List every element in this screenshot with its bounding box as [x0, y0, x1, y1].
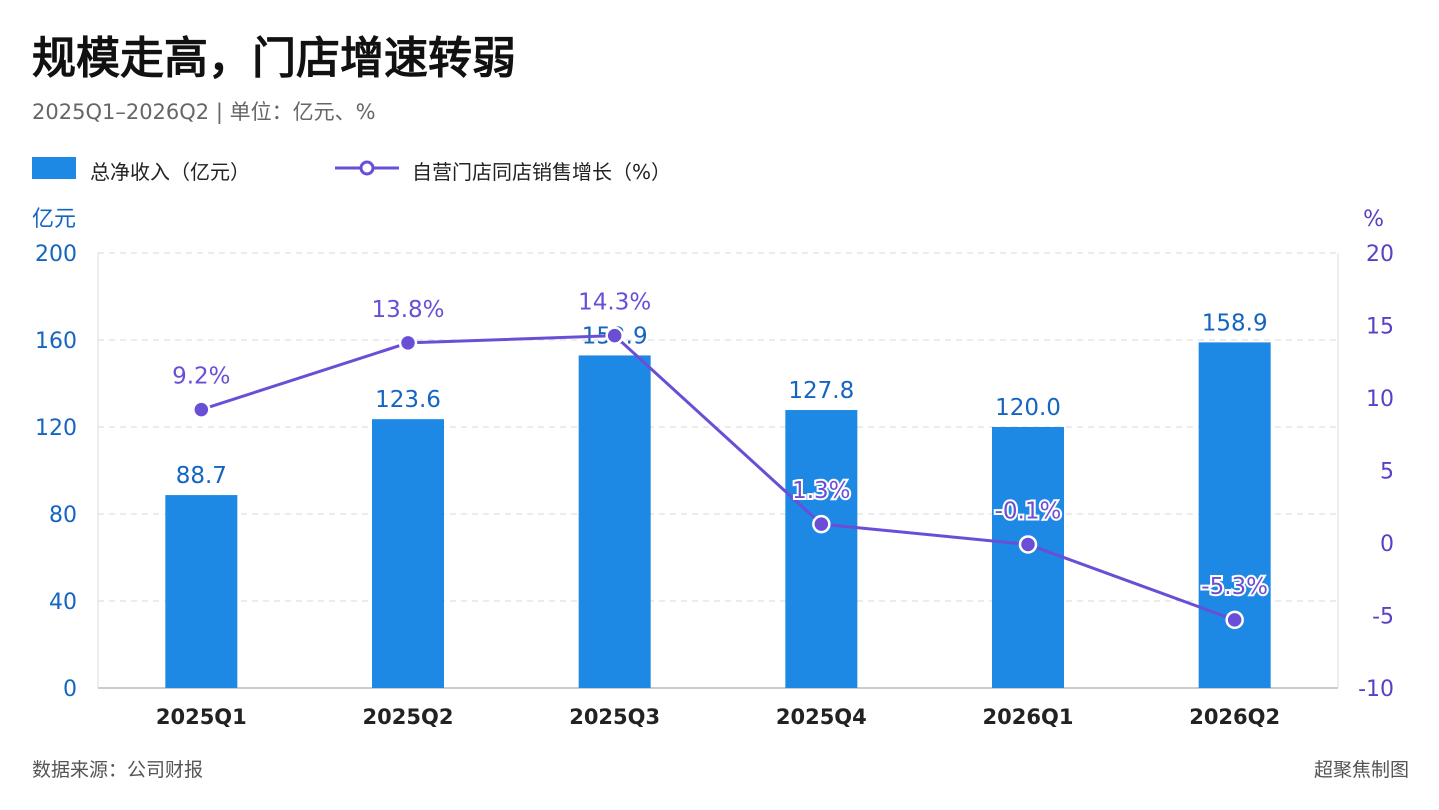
left-axis-tick: 0	[63, 677, 77, 702]
x-axis-tick: 2025Q3	[569, 705, 660, 729]
right-axis-tick: 10	[1366, 387, 1394, 412]
subtitle: 2025Q1–2026Q2 | 单位：亿元、%	[32, 100, 376, 124]
bar	[992, 427, 1064, 688]
x-axis-tick: 2026Q1	[983, 705, 1074, 729]
bar	[372, 419, 444, 688]
line-point	[1018, 535, 1038, 554]
page-title: 规模走高，门店增速转弱	[32, 33, 516, 84]
legend-bar-label: 总净收入（亿元）	[90, 160, 250, 184]
bar	[785, 410, 858, 688]
bar	[578, 355, 651, 688]
right-axis-tick: 0	[1380, 532, 1394, 557]
legend-bar-swatch	[32, 157, 76, 179]
data-source: 数据来源：公司财报	[32, 759, 204, 781]
bar	[165, 495, 238, 688]
chart-credit: 超聚焦制图	[1313, 759, 1409, 781]
left-axis-tick: 80	[49, 503, 77, 528]
bar-value-label: 88.7	[176, 463, 227, 489]
line-value-label: 1.3%	[792, 478, 850, 504]
right-axis-tick: -5	[1372, 605, 1394, 630]
line-point	[605, 326, 624, 345]
line-point	[192, 400, 211, 419]
line-value-label: -5.3%	[1201, 574, 1268, 600]
bar-value-label: 127.8	[788, 378, 854, 404]
bar	[1198, 342, 1271, 688]
bar-value-label: 158.9	[1202, 310, 1268, 336]
line-value-label: -0.1%	[995, 498, 1062, 524]
line-value-label: 14.3%	[578, 290, 651, 316]
x-axis-tick: 2025Q2	[363, 705, 454, 729]
legend-line-swatch	[335, 160, 399, 176]
x-axis-tick: 2026Q2	[1189, 705, 1280, 729]
right-axis-tick: 15	[1366, 315, 1394, 340]
line-value-label: 13.8%	[371, 297, 444, 323]
line-point	[398, 333, 418, 353]
line-series	[200, 334, 1236, 622]
left-axis-tick: 160	[35, 329, 77, 354]
left-axis-tick: 40	[49, 590, 77, 615]
bar-value-label: 120.0	[995, 395, 1061, 421]
right-axis-tick: -10	[1358, 677, 1394, 702]
line-value-label: 9.2%	[172, 364, 230, 390]
x-axis-tick: 2025Q4	[776, 705, 867, 729]
right-axis-tick: 20	[1366, 242, 1394, 267]
line-point	[1225, 610, 1244, 630]
left-axis-tick: 120	[35, 416, 77, 441]
legend-line-label: 自营门店同店销售增长（%）	[412, 160, 672, 184]
line-point	[812, 514, 831, 534]
bar-value-label: 123.6	[375, 387, 441, 413]
right-axis-unit: %	[1363, 207, 1384, 232]
x-axis-tick: 2025Q1	[156, 705, 247, 729]
left-axis-unit: 亿元	[32, 207, 76, 232]
right-axis-tick: 5	[1380, 460, 1394, 485]
left-axis-tick: 200	[35, 242, 77, 267]
